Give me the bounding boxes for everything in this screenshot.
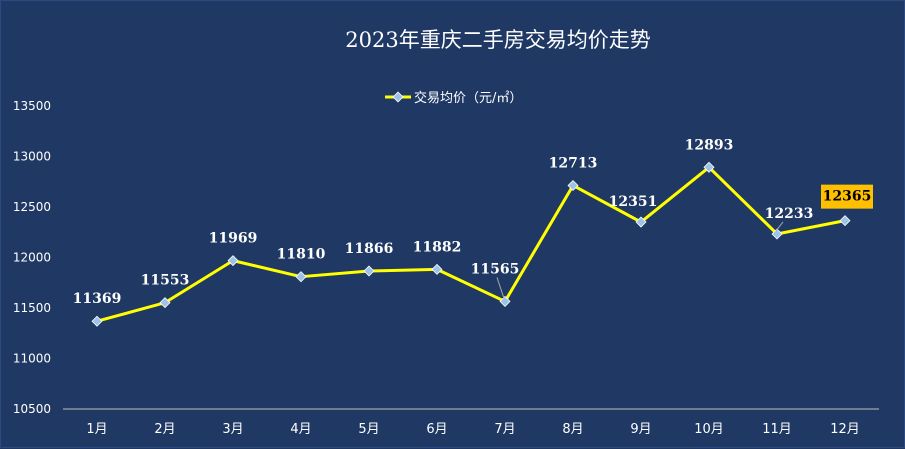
data-point-marker: [499, 295, 511, 307]
data-point-marker: [635, 216, 647, 228]
x-tick-label: 2月: [154, 422, 175, 437]
x-tick-label: 5月: [358, 422, 379, 437]
y-tick-label: 13500: [13, 99, 51, 113]
x-tick-label: 1月: [86, 422, 107, 437]
data-point-marker: [295, 271, 307, 283]
x-tick-label: 10月: [694, 422, 724, 437]
data-label: 12351: [609, 194, 658, 210]
x-tick-label: 8月: [562, 422, 583, 437]
series-layer: [91, 161, 851, 327]
series-line: [96, 165, 846, 323]
data-point-marker: [363, 265, 375, 277]
data-label: 11882: [413, 239, 462, 255]
data-label: 11810: [277, 247, 326, 263]
data-point-marker: [771, 228, 783, 240]
data-point-marker: [431, 263, 443, 275]
data-label: 12713: [549, 155, 598, 171]
legend: 交易均价（元/㎡）: [385, 90, 522, 106]
y-tick-label: 11500: [13, 301, 51, 315]
chart-title: 2023年重庆二手房交易均价走势: [345, 28, 650, 52]
data-point-marker: [839, 215, 851, 227]
x-tick-label: 7月: [494, 422, 515, 437]
x-tick-label: 4月: [290, 422, 311, 437]
y-tick-label: 12500: [13, 200, 51, 214]
data-label: 11553: [141, 273, 190, 289]
legend-marker-swatch: [392, 91, 404, 103]
x-tick-label: 12月: [830, 422, 860, 437]
data-point-marker: [159, 297, 171, 309]
data-point-marker: [91, 315, 103, 327]
data-label: 12233: [765, 206, 814, 222]
data-point-marker: [227, 255, 239, 267]
data-label: 11969: [209, 231, 258, 247]
data-label: 11866: [345, 241, 394, 257]
data-label: 11369: [73, 291, 122, 307]
data-label-leader: [775, 221, 784, 232]
y-tick-label: 10500: [13, 402, 51, 416]
data-label: 11565: [471, 261, 520, 277]
x-tick-label: 6月: [426, 422, 447, 437]
y-tick-label: 13000: [13, 150, 51, 164]
data-label: 12893: [685, 137, 734, 153]
y-axis: 10500 11000 11500 12000 12500 13000 13500: [13, 99, 51, 416]
data-label-leader: [496, 277, 505, 299]
y-tick-label: 12000: [13, 251, 51, 265]
data-label-highlight-box: [821, 184, 873, 209]
legend-label: 交易均价（元/㎡）: [414, 90, 522, 106]
data-label: 12365: [823, 189, 872, 205]
y-tick-label: 11000: [13, 352, 51, 366]
data-point-marker: [567, 179, 579, 192]
x-tick-label: 9月: [630, 422, 651, 437]
data-labels: 11369 11553 11969 11810 11866 11882 11565 12713…: [73, 137, 873, 307]
x-axis: 1月 2月 3月 4月 5月 6月 7月 8月 9月 10月 11月 12月: [63, 408, 879, 437]
x-tick-label: 11月: [762, 422, 792, 437]
data-point-marker: [703, 161, 715, 173]
x-tick-label: 3月: [222, 422, 243, 437]
